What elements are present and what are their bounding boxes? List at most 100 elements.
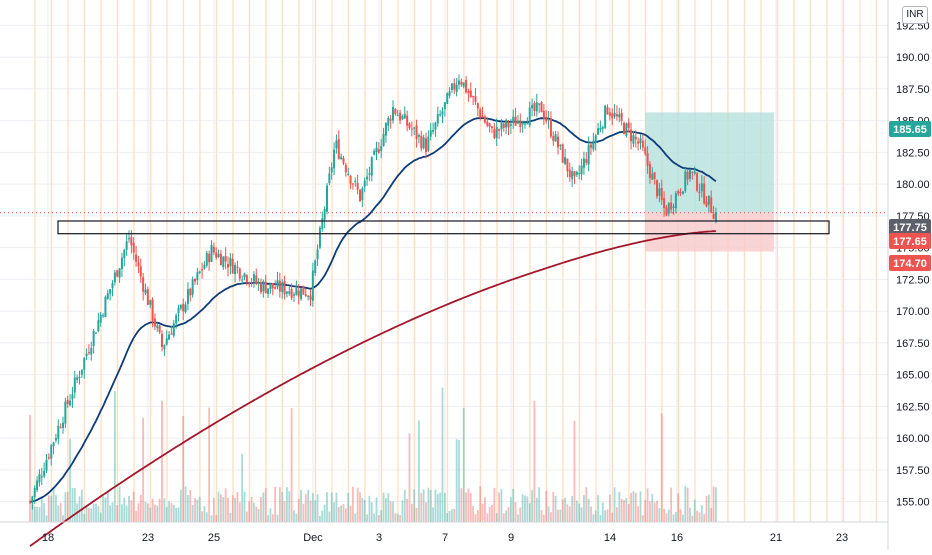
candle-body <box>250 282 253 284</box>
volume-bar <box>399 515 401 522</box>
price-tag-185-65: 185.65 <box>889 121 931 137</box>
candle-body <box>542 110 545 119</box>
volume-bar <box>547 506 550 522</box>
candle-body <box>597 128 600 135</box>
volume-bar <box>448 511 451 522</box>
candle-body <box>271 283 274 289</box>
candle-body <box>689 169 691 179</box>
volume-bar <box>146 503 149 522</box>
candle-body <box>700 183 703 192</box>
volume-bar <box>154 504 156 522</box>
support-box-layer <box>57 220 830 235</box>
moving-average-layer <box>29 117 717 547</box>
candle-body <box>524 123 526 125</box>
candle-body <box>241 279 244 281</box>
candle-body <box>97 320 100 332</box>
volume-bar <box>113 391 116 522</box>
volume-bar <box>326 492 328 522</box>
candle-body <box>243 273 246 278</box>
candle-body <box>106 293 109 299</box>
candle-body <box>585 159 588 163</box>
volume-bar <box>380 509 383 522</box>
volume-bar <box>682 514 684 522</box>
candle-body <box>519 120 522 128</box>
volume-bar <box>462 407 465 522</box>
volume-bar <box>545 491 548 522</box>
candle-body <box>149 300 152 305</box>
volume-bar <box>443 492 446 522</box>
candle-body <box>87 352 90 354</box>
volume-bar <box>85 504 88 522</box>
volume-bar <box>262 492 265 522</box>
candle-body <box>505 119 508 128</box>
volume-bar <box>45 515 48 522</box>
y-tick-label: 180.00 <box>896 179 930 191</box>
candle-body <box>604 105 607 128</box>
candle-body <box>450 83 453 91</box>
volume-bar <box>552 491 555 522</box>
candle-body <box>349 175 352 184</box>
candle-body <box>417 134 420 137</box>
volume-bar <box>667 509 670 522</box>
price-tag-label: 177.75 <box>893 222 927 234</box>
volume-bar <box>95 503 97 522</box>
candle-body <box>606 107 609 115</box>
candle-body <box>498 129 501 131</box>
candle-body <box>594 135 597 144</box>
candle-body <box>168 334 171 340</box>
volume-bar <box>356 487 359 522</box>
volume-bar <box>201 511 203 522</box>
volume-bar <box>349 505 352 522</box>
volume-bar <box>703 514 706 522</box>
volume-bar <box>420 492 423 522</box>
candle-body <box>326 185 328 212</box>
position-zone-layer <box>0 112 888 252</box>
candle-body <box>300 288 303 300</box>
candle-body <box>547 119 550 121</box>
candle-body <box>142 277 145 292</box>
volume-bar <box>653 502 656 522</box>
candle-body <box>264 281 267 293</box>
volume-bar <box>382 492 385 522</box>
x-tick-label: 7 <box>442 532 448 544</box>
volume-bar <box>498 492 500 522</box>
candle-body <box>521 122 524 125</box>
volume-bar <box>453 508 456 522</box>
candle-body <box>564 157 567 164</box>
volume-bar <box>354 513 357 522</box>
candle-body <box>434 122 437 130</box>
price-tag-bg <box>889 255 931 271</box>
volume-bar <box>97 506 100 522</box>
candle-body <box>380 145 383 151</box>
candle-body <box>217 253 220 258</box>
candle-body <box>410 128 413 130</box>
volume-bar <box>130 500 133 522</box>
volume-bar <box>604 510 607 522</box>
candle-body <box>323 209 326 220</box>
volume-bar <box>415 507 418 522</box>
candle-body <box>274 287 277 289</box>
candle-body <box>554 134 557 142</box>
volume-bar <box>533 400 536 522</box>
volume-bar <box>276 514 279 522</box>
volume-bar <box>660 413 663 522</box>
candle-body <box>592 140 595 150</box>
volume-bar <box>392 501 394 522</box>
volume-bar <box>458 440 460 522</box>
volume-bar <box>677 493 680 522</box>
currency-badge[interactable]: INR <box>902 6 928 24</box>
volume-bar <box>184 486 187 522</box>
candle-body <box>582 158 585 168</box>
volume-bar <box>684 486 687 522</box>
candle-body <box>528 107 531 126</box>
volume-bar <box>585 487 588 522</box>
volume-bar <box>29 415 31 522</box>
volume-bar <box>500 489 503 522</box>
candle-body <box>361 188 364 201</box>
candle-body <box>571 171 574 180</box>
candle-body <box>540 102 543 113</box>
candle-body <box>316 249 319 260</box>
